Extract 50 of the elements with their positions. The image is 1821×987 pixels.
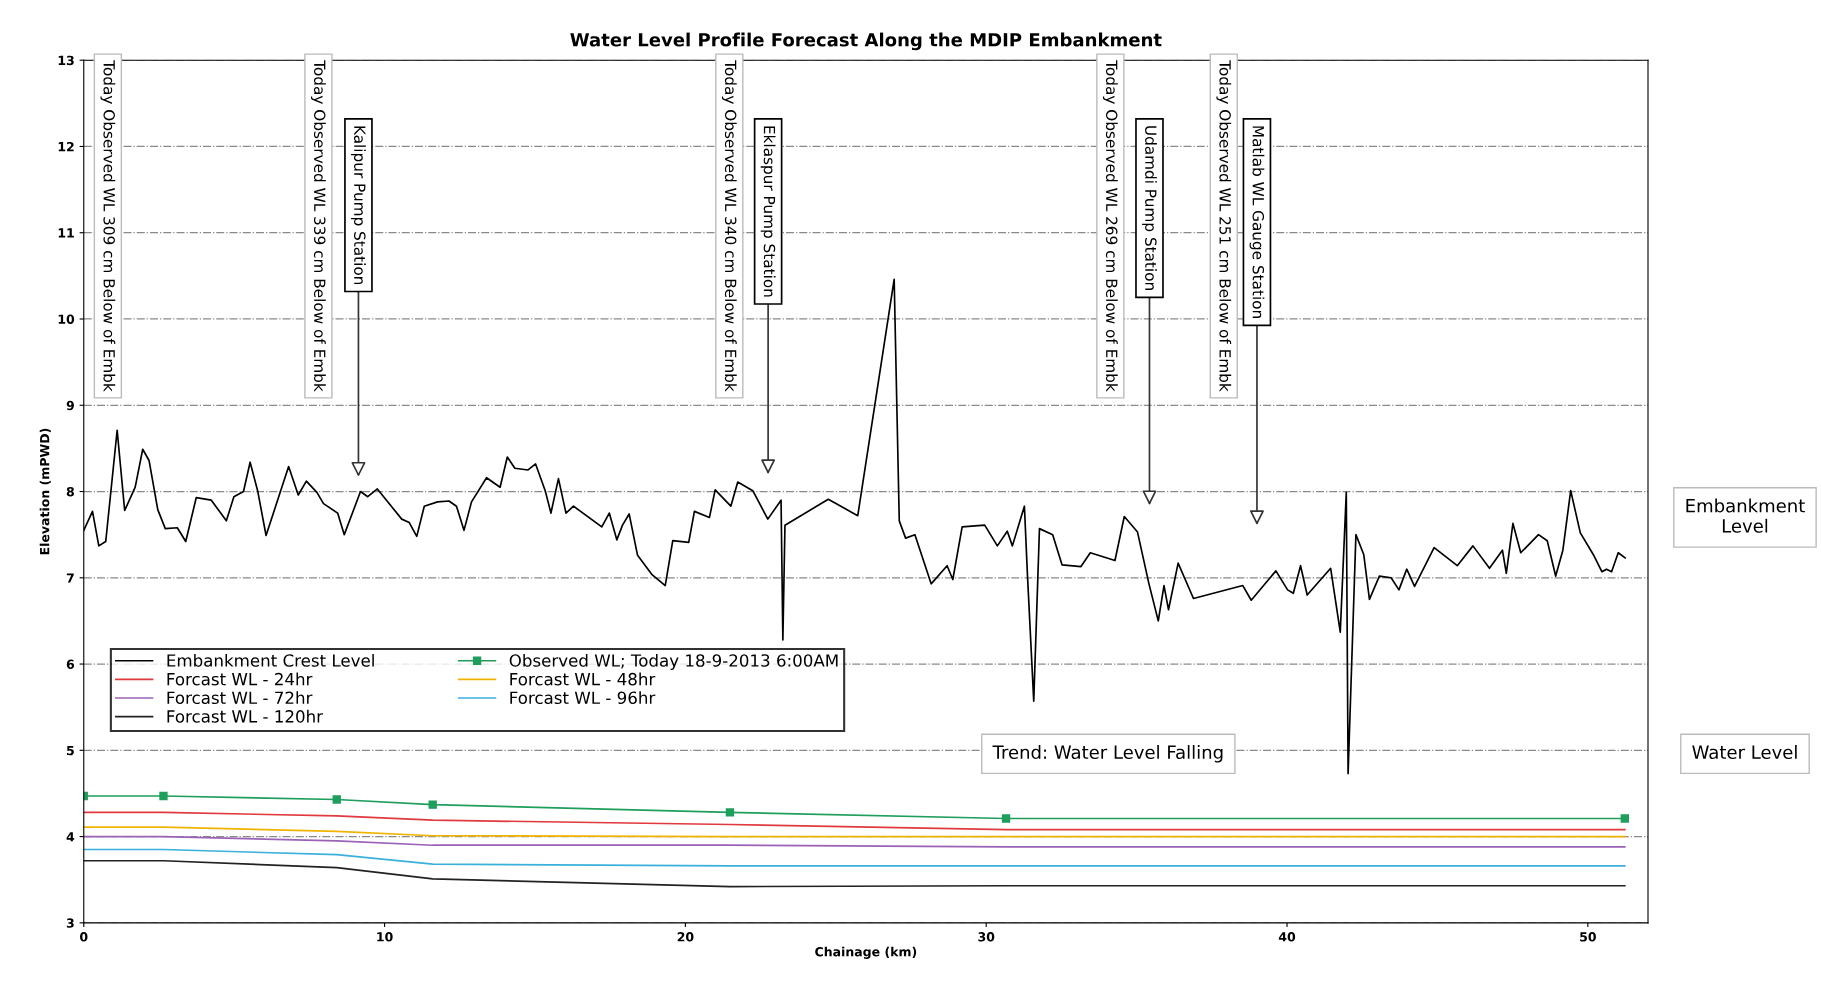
line-series — [83, 826, 1626, 838]
y-tick-label: 6 — [66, 659, 75, 669]
legend-label: Forcast WL - 72hr — [167, 691, 313, 705]
point — [428, 800, 437, 809]
y-tick-label: 13 — [58, 55, 74, 66]
y-tick-label: 5 — [67, 745, 74, 756]
annotation: Kalipur Pump Station — [351, 126, 366, 285]
line-series — [83, 859, 1626, 888]
point — [1620, 814, 1630, 823]
y-tick-label: 7 — [66, 573, 74, 583]
point — [159, 791, 168, 801]
y-tick-label: 11 — [58, 228, 74, 238]
x-axis-title: Chainage (km) — [815, 946, 917, 959]
annotation: Trend: Water Level Falling — [992, 745, 1223, 763]
y-tick-label: 10 — [58, 314, 75, 324]
y-tick-label: 9 — [66, 400, 74, 411]
y-tick-label: 8 — [66, 487, 74, 497]
y-axis-title: Elevation (mPWD) — [39, 428, 51, 555]
x-tick-label: 30 — [978, 932, 995, 942]
annotation: Today Observed WL 269 cm Below of Embk — [1102, 60, 1118, 392]
annotation: Eklaspur Pump Station — [760, 126, 776, 297]
line-series — [83, 811, 1626, 831]
annotation: Today Observed WL 339 cm Below of Embk — [311, 60, 326, 392]
x-tick-label: 0 — [80, 932, 88, 942]
text: Embankment Level — [1686, 498, 1805, 533]
x-tick-label: 20 — [677, 932, 694, 942]
point — [1001, 814, 1011, 823]
x-tick-label: 40 — [1278, 932, 1296, 942]
legend-label: Forcast WL - 24hr — [167, 672, 313, 686]
legend-label: Embankment Crest Level — [167, 653, 374, 667]
legend-label: Forcast WL - 48hr — [510, 672, 656, 686]
chart-title: Water Level Profile Forecast Along the MDIP Embankment — [570, 32, 1162, 51]
point — [725, 808, 735, 817]
point — [332, 795, 341, 804]
x-tick-label: 50 — [1580, 932, 1596, 942]
annotation: Today Observed WL 340 cm Below of Embk — [721, 60, 737, 392]
y-tick-label: 4 — [66, 832, 75, 842]
legend-label: Forcast WL - 120hr — [167, 709, 324, 723]
annotation: Udamdi Pump Station — [1142, 126, 1157, 290]
line-series — [83, 848, 1626, 867]
legend-label: Forcast WL - 96hr — [510, 691, 656, 705]
legend-label: Observed WL; Today 18-9-2013 6:00AM — [509, 653, 838, 671]
x-tick-label: 10 — [377, 932, 393, 942]
annotation: Today Observed WL 251 cm Below of Embk — [1216, 60, 1232, 392]
line-series — [83, 835, 1626, 848]
annotation: Matlab WL Gauge Station — [1249, 126, 1265, 318]
y-tick-label: 12 — [58, 141, 74, 152]
annotation: Today Observed WL 309 cm Below of Embk — [100, 60, 116, 392]
y-tick-label: 3 — [66, 918, 74, 928]
text: Water Level — [1692, 745, 1797, 760]
